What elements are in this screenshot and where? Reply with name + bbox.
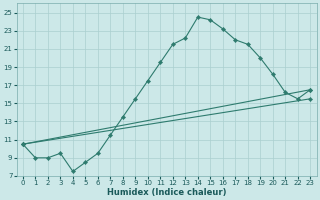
X-axis label: Humidex (Indice chaleur): Humidex (Indice chaleur) (107, 188, 226, 197)
